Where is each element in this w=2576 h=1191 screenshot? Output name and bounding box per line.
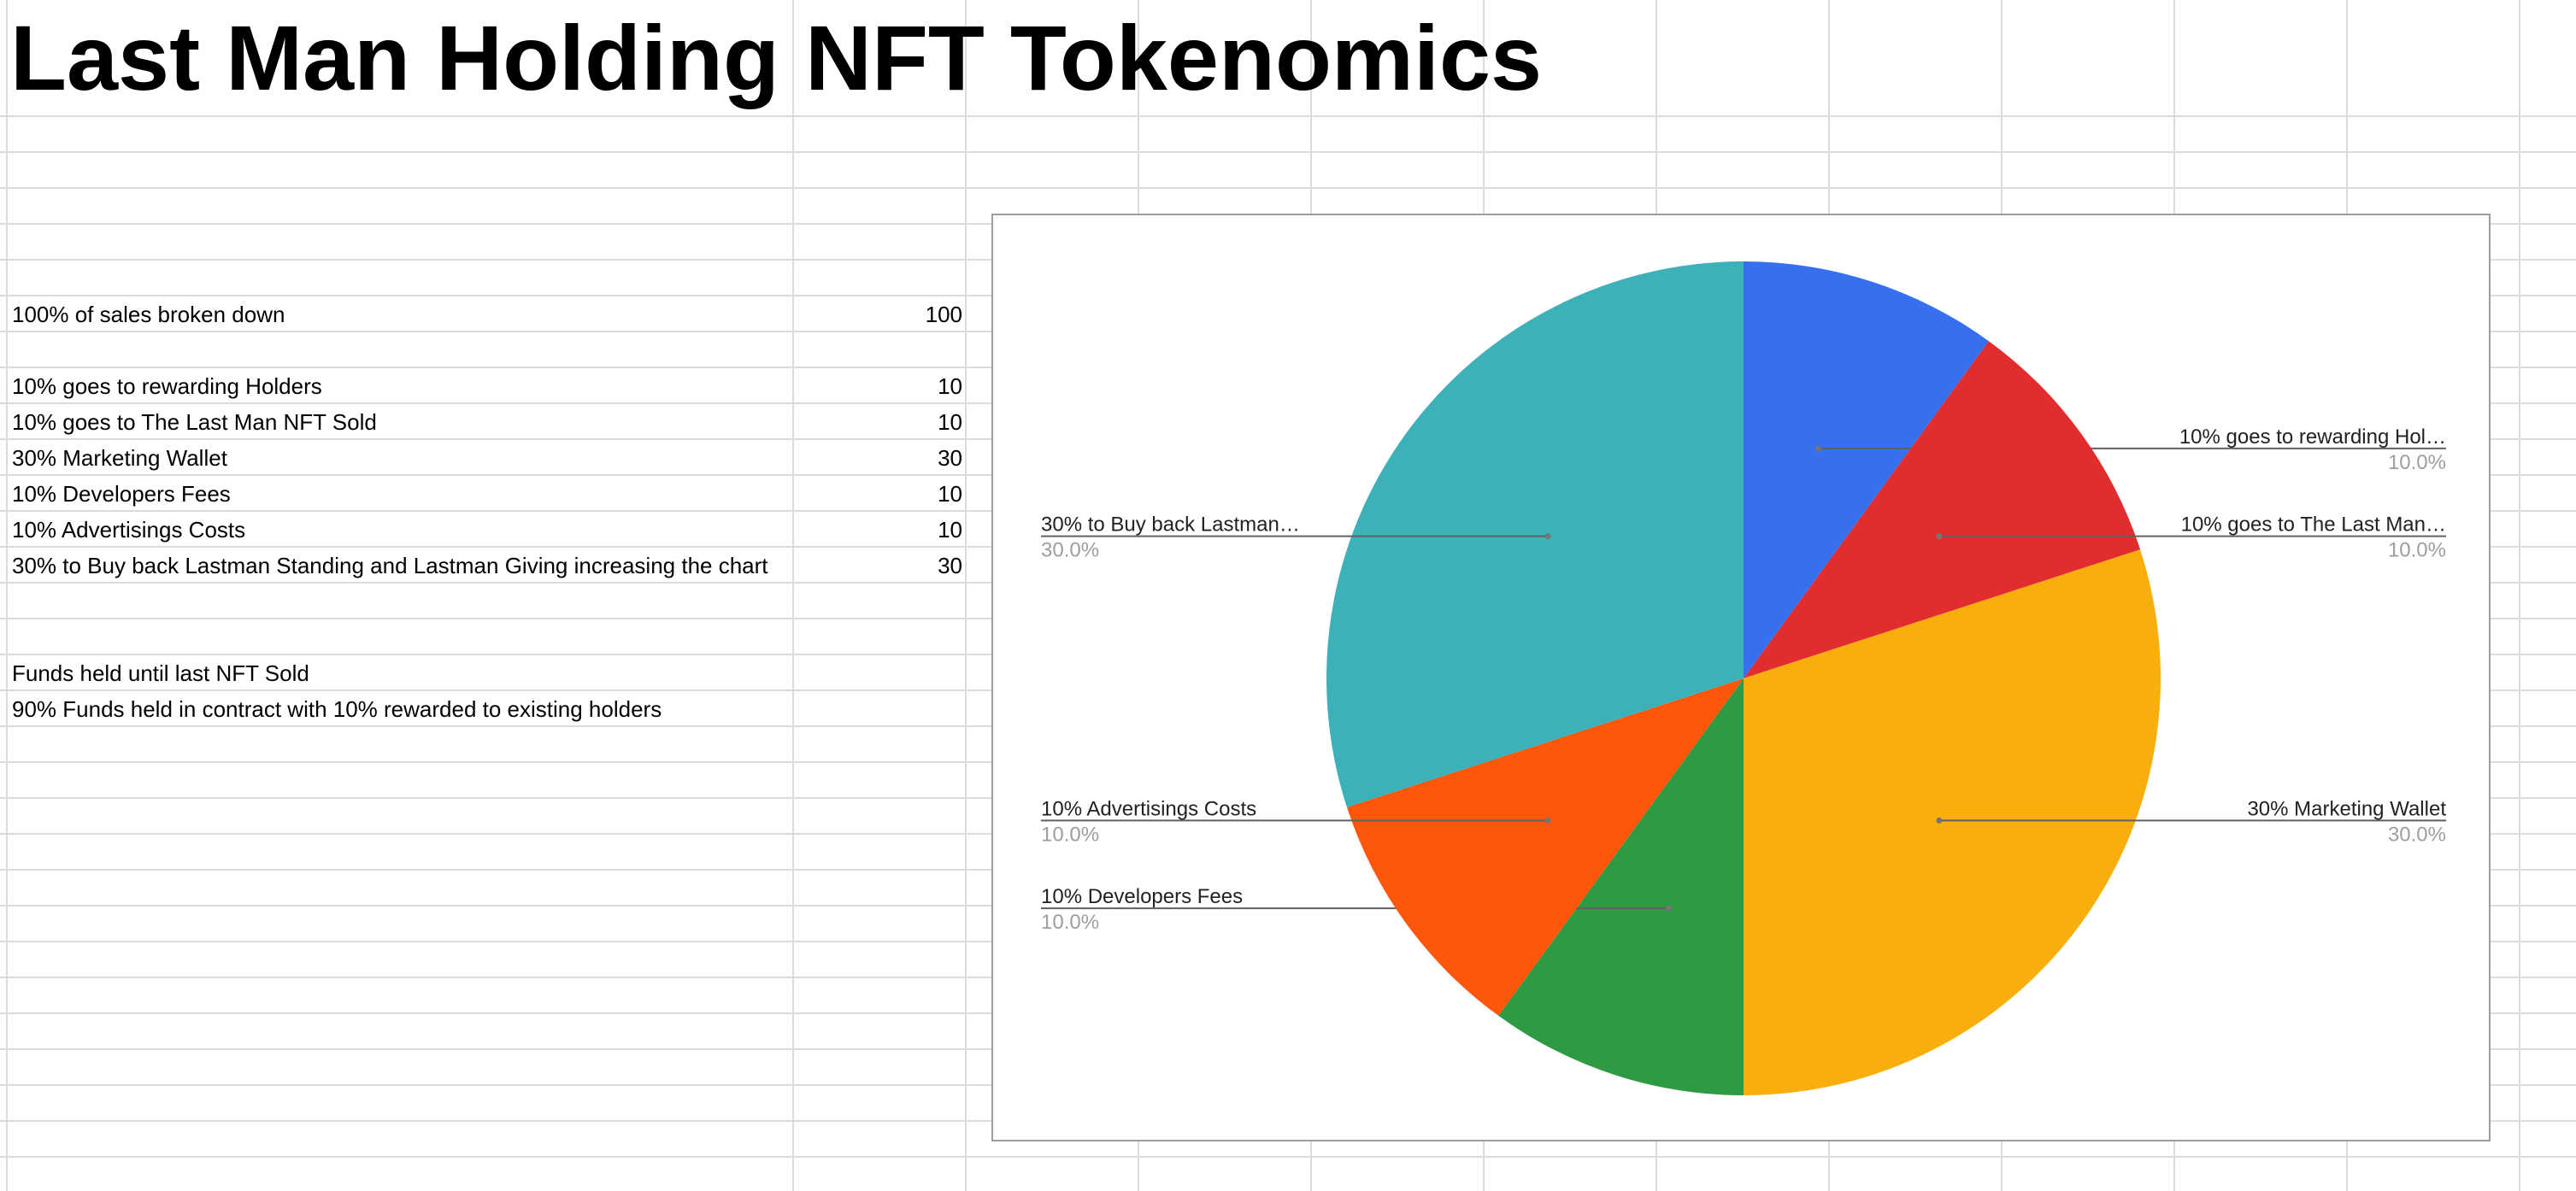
sheet-title: Last Man Holding NFT Tokenomics	[10, 6, 1543, 109]
pie-slice-percent-label: 30.0%	[2388, 823, 2446, 846]
row-value-holders[interactable]: 10	[938, 373, 962, 399]
row-value-marketing[interactable]: 30	[938, 445, 962, 471]
row-label-marketing[interactable]: 30% Marketing Wallet	[12, 445, 227, 471]
pie-slice-label: 30% to Buy back Lastman…	[1041, 513, 1300, 537]
row-value-developers[interactable]: 10	[938, 481, 962, 507]
pie-slice[interactable]	[1744, 549, 2161, 1095]
pie-slice-label: 10% goes to rewarding Hol…	[2179, 425, 2446, 449]
row-label-advertising[interactable]: 10% Advertisings Costs	[12, 517, 246, 543]
pie-leader-dot	[1666, 905, 1673, 912]
pie-slice-percent-label: 10.0%	[2388, 539, 2446, 562]
pie-leader-dot	[1936, 817, 1943, 824]
pie-leader-dot	[1936, 533, 1943, 540]
pie-leader-dot	[1544, 817, 1551, 824]
row-value-buyback[interactable]: 30	[938, 553, 962, 578]
row-value-advertising[interactable]: 10	[938, 517, 962, 543]
pie-slice-label: 30% Marketing Wallet	[2247, 797, 2446, 820]
pie-slice[interactable]	[1326, 261, 1744, 807]
pie-chart[interactable]: 10% goes to rewarding Hol… 10.0% 10% goes …	[991, 214, 2491, 1141]
row-value-last-man[interactable]: 10	[938, 409, 962, 435]
pie-slice[interactable]	[1346, 678, 1744, 1016]
pie-slice-percent-label: 10.0%	[2388, 451, 2446, 474]
pie-chart-canvas: 10% goes to rewarding Hol…10.0%10% goes …	[1041, 261, 2446, 1095]
pie-slice[interactable]	[1744, 341, 2141, 678]
pie-leader-dot	[1814, 445, 1821, 452]
note-contract[interactable]: 90% Funds held in contract with 10% rewa…	[12, 696, 662, 722]
pie-slice-label: 10% Developers Fees	[1041, 885, 1243, 908]
pie-slice-percent-label: 10.0%	[1041, 911, 1099, 934]
pie-slice[interactable]	[1744, 261, 1989, 678]
row-value-total[interactable]: 100	[925, 302, 962, 327]
row-label-last-man[interactable]: 10% goes to The Last Man NFT Sold	[12, 409, 377, 435]
note-funds-held[interactable]: Funds held until last NFT Sold	[12, 660, 309, 686]
pie-leader-dot	[1544, 533, 1551, 540]
pie-slice-percent-label: 10.0%	[1041, 823, 1099, 846]
row-label-buyback[interactable]: 30% to Buy back Lastman Standing and Las…	[12, 553, 768, 578]
pie-slice[interactable]	[1498, 678, 1744, 1095]
row-label-developers[interactable]: 10% Developers Fees	[12, 481, 231, 507]
pie-slice-label: 10% goes to The Last Man…	[2181, 513, 2446, 537]
pie-slice-percent-label: 30.0%	[1041, 539, 1099, 562]
row-label-total[interactable]: 100% of sales broken down	[12, 302, 285, 327]
row-label-holders[interactable]: 10% goes to rewarding Holders	[12, 373, 322, 399]
pie-slice-label: 10% Advertisings Costs	[1041, 797, 1256, 820]
